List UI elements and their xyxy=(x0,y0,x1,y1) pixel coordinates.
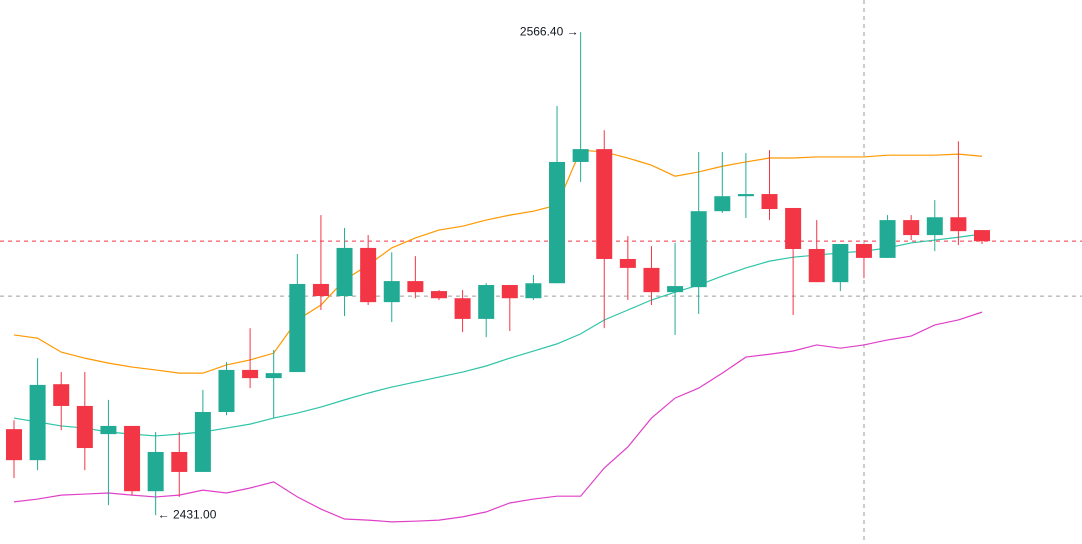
candle-body xyxy=(242,369,259,379)
candle-body xyxy=(454,298,471,319)
candle-body xyxy=(29,384,46,461)
candle-body xyxy=(619,258,636,268)
candle-body xyxy=(289,283,306,373)
candle-body xyxy=(407,281,424,293)
candle-body xyxy=(171,451,188,472)
candle-body xyxy=(761,194,778,210)
candle-body xyxy=(383,281,400,303)
candle-body xyxy=(147,451,164,492)
candle-body xyxy=(501,285,518,299)
candle-body xyxy=(572,149,589,162)
candle-body xyxy=(549,161,566,284)
candle-body xyxy=(737,194,754,197)
candle-body xyxy=(525,283,542,299)
candle-body xyxy=(360,247,377,303)
candle-body xyxy=(194,412,211,472)
candle-body xyxy=(832,243,849,283)
candle-body xyxy=(667,286,684,293)
candle-body xyxy=(785,207,802,249)
candle-body xyxy=(124,425,141,492)
candle-body xyxy=(643,267,660,293)
candle-body xyxy=(76,405,93,449)
candle-body xyxy=(336,247,353,297)
candle-body xyxy=(974,230,990,242)
candle-body xyxy=(690,211,707,288)
high-label: 2566.40 → xyxy=(520,24,579,38)
candle-body xyxy=(265,373,282,379)
low-label: ← 2431.00 xyxy=(158,507,217,521)
candle-body xyxy=(218,369,235,413)
candle-body xyxy=(903,220,920,236)
candle-body xyxy=(53,384,70,406)
candle-body xyxy=(6,429,22,461)
candle-body xyxy=(855,243,872,258)
candle-body xyxy=(100,425,117,435)
indicator-line xyxy=(13,149,983,374)
indicator-line xyxy=(13,311,983,523)
candle-body xyxy=(879,220,896,258)
candle-body xyxy=(312,283,329,297)
candle-body xyxy=(808,248,825,283)
candle-body xyxy=(714,196,731,212)
candle-body xyxy=(478,285,495,319)
candle-body xyxy=(430,291,447,299)
candle-body xyxy=(926,217,943,236)
candle-body xyxy=(950,217,967,232)
candle-body xyxy=(596,149,613,259)
